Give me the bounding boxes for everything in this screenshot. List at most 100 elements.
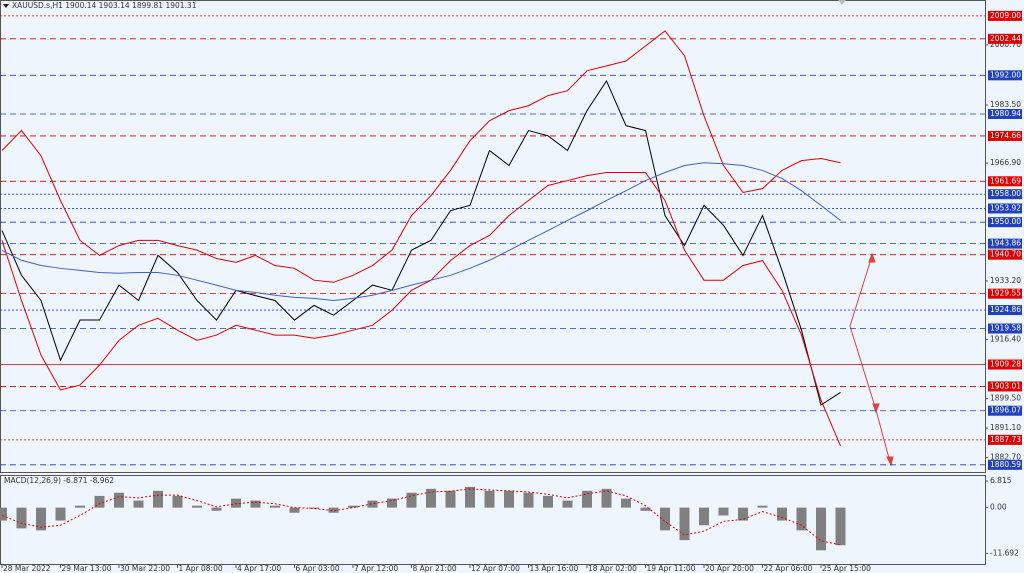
x-tick-label: 12 Apr 07:00 <box>471 564 520 573</box>
y-tick-label: 1983.50 <box>990 100 1021 109</box>
level-label-box <box>988 405 1022 416</box>
macd-bar <box>660 507 670 531</box>
x-tick-label: 18 Apr 02:00 <box>588 564 637 573</box>
macd-bar <box>328 507 339 513</box>
level-label-box <box>988 10 1022 21</box>
macd-bar <box>796 507 807 531</box>
macd-bar <box>367 500 378 508</box>
level-label: 1929.55 <box>990 289 1021 298</box>
chart-title: XAUUSD.s,H1 1900.14 1903.14 1899.81 1901… <box>12 1 197 10</box>
macd-bar <box>738 507 748 521</box>
macd-bar <box>348 505 358 508</box>
macd-bar <box>231 498 241 508</box>
x-tick-label: 19 Apr 11:00 <box>647 564 696 573</box>
x-tick-label: 4 Apr 17:00 <box>237 564 281 573</box>
y-tick-label: 6.815 <box>990 476 1012 485</box>
macd-bar <box>114 492 124 508</box>
macd-bar <box>523 492 534 508</box>
macd-bar <box>16 507 27 529</box>
level-label: 1909.28 <box>990 360 1021 369</box>
menu-icon[interactable] <box>3 4 9 8</box>
level-label-box <box>988 249 1022 260</box>
macd-bar <box>172 495 183 508</box>
level-label: 1903.01 <box>990 381 1021 390</box>
macd-bar <box>582 490 592 508</box>
x-tick-label: 6 Apr 03:00 <box>296 564 340 573</box>
macd-bar <box>192 505 202 508</box>
macd-bar <box>757 505 768 508</box>
level-label: 1961.69 <box>990 176 1021 185</box>
price-line <box>1 172 841 447</box>
price-line <box>1 30 841 283</box>
macd-bar <box>777 507 787 521</box>
level-label: 1887.73 <box>990 435 1021 444</box>
level-label: 1974.66 <box>990 131 1021 140</box>
level-label: 1958.00 <box>990 189 1021 198</box>
x-tick-label: 28 Mar 2022 <box>3 564 51 573</box>
macd-bar <box>426 488 436 508</box>
y-tick-label: 1899.50 <box>990 394 1021 403</box>
level-label-box <box>988 323 1022 334</box>
level-label: 1919.58 <box>990 324 1021 333</box>
level-label-box <box>988 288 1022 299</box>
price-line <box>1 79 841 406</box>
macd-bar <box>562 500 573 508</box>
projection-arrows <box>849 252 894 467</box>
level-label: 1880.59 <box>990 460 1021 469</box>
macd-bar <box>211 507 222 511</box>
macd-bar <box>406 492 417 508</box>
macd-bar <box>621 498 631 508</box>
macd-bar <box>601 488 612 508</box>
level-label: 1980.94 <box>990 109 1021 118</box>
level-label: 1924.86 <box>990 305 1021 314</box>
y-tick-label: -11.692 <box>990 548 1019 557</box>
level-label-box <box>988 176 1022 187</box>
macd-bar <box>0 507 7 521</box>
y-tick-label: 1891.10 <box>990 423 1021 432</box>
macd-bar <box>679 507 690 541</box>
macd-bar <box>153 490 163 508</box>
x-tick-label: 1 Apr 08:00 <box>179 564 223 573</box>
macd-bar <box>816 507 826 551</box>
macd-bar <box>55 507 66 521</box>
macd-bar <box>250 500 261 508</box>
level-label-box <box>988 359 1022 370</box>
macd-bar <box>387 498 397 508</box>
level-label: 1950.00 <box>990 217 1021 226</box>
macd-bar <box>94 495 105 508</box>
macd-bar <box>504 490 514 508</box>
macd-title: MACD(12,26,9) -6.871 -8.962 <box>4 476 114 485</box>
macd-bar <box>465 486 475 508</box>
macd-bar <box>270 505 280 508</box>
level-label-box <box>988 381 1022 392</box>
y-tick-label: 1916.40 <box>990 335 1021 344</box>
level-label: 1896.07 <box>990 406 1021 415</box>
level-label-box <box>988 305 1022 316</box>
level-label: 2009.00 <box>990 11 1021 20</box>
macd-bar <box>309 507 319 509</box>
level-label-box <box>988 434 1022 445</box>
shift-marker <box>838 0 846 5</box>
x-tick-label: 20 Apr 20:00 <box>705 564 754 573</box>
x-tick-label: 30 Mar 22:00 <box>120 564 170 573</box>
level-label: 1953.92 <box>990 203 1021 212</box>
level-label-box <box>988 108 1022 119</box>
main-panel-frame <box>0 0 986 473</box>
level-label-box <box>988 459 1022 470</box>
level-label: 1943.86 <box>990 239 1021 248</box>
macd-bar <box>640 507 651 511</box>
macd-bar <box>445 490 456 508</box>
macd-bar <box>133 500 144 508</box>
x-tick-label: 25 Apr 15:00 <box>822 564 871 573</box>
macd-bar <box>718 507 729 516</box>
y-tick-label: 2000.70 <box>990 40 1021 49</box>
macd-bar <box>484 490 495 508</box>
level-label-box <box>988 130 1022 141</box>
y-tick-label: 0.00 <box>990 503 1007 512</box>
macd-bar <box>289 507 300 513</box>
macd-bar <box>543 495 553 508</box>
x-tick-label: 8 Apr 21:00 <box>413 564 457 573</box>
level-label: 2002.44 <box>990 34 1021 43</box>
y-tick-label: 1933.20 <box>990 276 1021 285</box>
macd-bar <box>699 507 709 526</box>
